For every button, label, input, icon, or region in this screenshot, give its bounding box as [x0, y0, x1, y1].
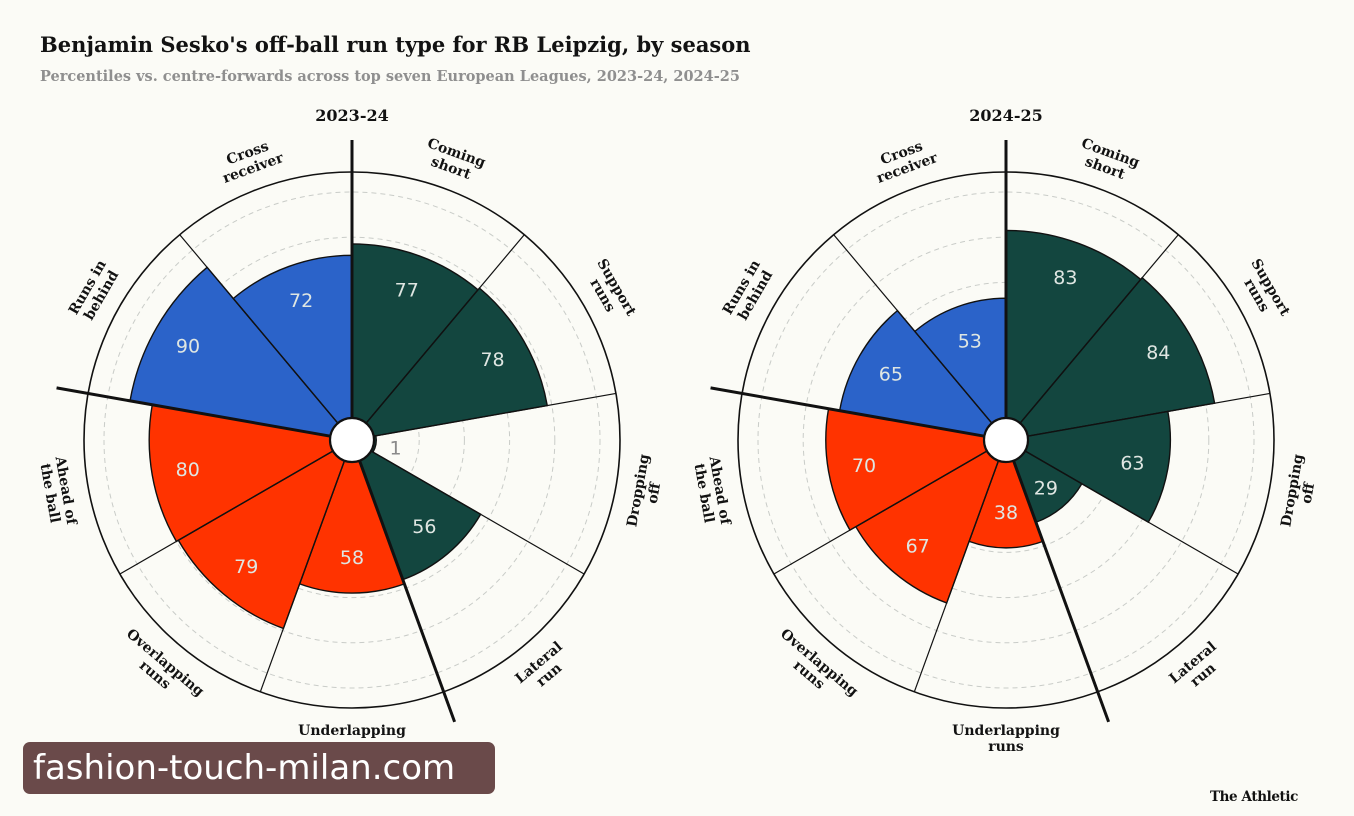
category-label-ahead-of-the-ball: Ahead ofthe ball — [36, 454, 80, 529]
value-label: 56 — [412, 516, 436, 538]
value-label: 70 — [852, 455, 876, 477]
grid-ring — [757, 191, 1255, 689]
value-label: 63 — [1120, 452, 1144, 474]
value-label: 77 — [395, 280, 419, 302]
value-label: 67 — [906, 535, 930, 557]
center-hole — [328, 416, 376, 464]
value-label: 84 — [1146, 342, 1170, 364]
group-separator — [1012, 460, 1111, 723]
center-hole — [982, 416, 1030, 464]
category-label-dropping-off: Droppingoff — [624, 453, 668, 531]
sector-divider — [913, 460, 1000, 693]
value-label: 78 — [480, 349, 504, 371]
season-title: 2023-24 — [315, 106, 388, 125]
sector-divider — [370, 450, 585, 575]
watermark-banner: fashion-touch-milan.com — [23, 742, 495, 794]
sector-divider — [373, 392, 617, 437]
sector-divider — [1024, 450, 1239, 575]
category-label-cross-receiver: Crossreceiver — [215, 135, 286, 187]
sector-divider — [773, 450, 988, 575]
value-label: 83 — [1053, 267, 1077, 289]
sector-divider — [259, 460, 346, 693]
group-separator — [710, 386, 985, 438]
value-label: 90 — [176, 335, 200, 357]
brand-logo: The Athletic — [1210, 789, 1298, 805]
value-label: 38 — [994, 502, 1018, 524]
category-label-cross-receiver: Crossreceiver — [869, 135, 940, 187]
value-label: 65 — [879, 364, 903, 386]
value-label: 53 — [958, 331, 982, 353]
category-label-dropping-off: Droppingoff — [1278, 453, 1322, 531]
value-label: 80 — [176, 459, 200, 481]
sector-divider — [365, 234, 525, 424]
value-label: 72 — [289, 290, 313, 312]
value-label: 1 — [390, 438, 402, 460]
sector-divider — [833, 234, 993, 424]
value-label: 79 — [234, 556, 258, 578]
sector-divider — [1027, 392, 1271, 437]
group-separator — [56, 386, 331, 438]
group-separator — [358, 460, 457, 723]
sector-divider — [119, 450, 334, 575]
polar-chart-2024-25: 2024-25838463293867706553ComingshortSupp… — [690, 106, 1322, 755]
sector-divider — [179, 234, 339, 424]
season-title: 2024-25 — [969, 106, 1042, 125]
value-label: 58 — [340, 547, 364, 569]
value-label: 29 — [1034, 477, 1058, 499]
category-label-coming-short: Comingshort — [420, 136, 488, 187]
category-label-coming-short: Comingshort — [1074, 136, 1142, 187]
sector-divider — [1019, 234, 1179, 424]
chart-title: Benjamin Sesko's off-ball run type for R… — [40, 32, 751, 57]
polar-chart-2023-24: 2023-2477781565879809072ComingshortSuppo… — [36, 106, 668, 755]
category-label-ahead-of-the-ball: Ahead ofthe ball — [690, 454, 734, 529]
chart-subtitle: Percentiles vs. centre-forwards across t… — [40, 68, 740, 85]
grid-ring — [103, 191, 601, 689]
